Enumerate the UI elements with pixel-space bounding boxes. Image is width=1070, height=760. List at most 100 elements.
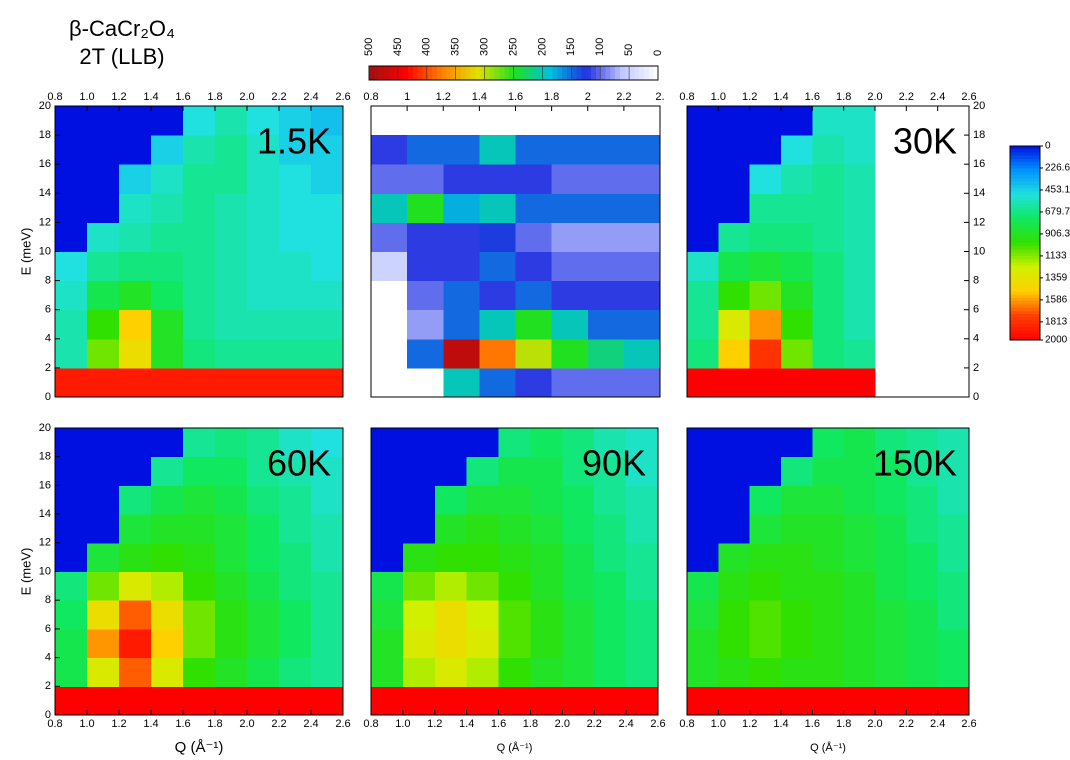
heatmap-cell	[87, 514, 120, 544]
heatmap-cell	[687, 106, 719, 136]
heatmap-cell	[515, 280, 553, 311]
heatmap-cell	[843, 164, 876, 194]
y-tick-label: 0	[45, 709, 51, 721]
colorbar-swatch	[1010, 152, 1040, 157]
heatmap-cell	[119, 600, 152, 630]
heatmap-cell	[906, 600, 939, 630]
colorbar-swatch	[1010, 239, 1040, 244]
y-tick-label: 8	[973, 275, 979, 287]
heatmap-cell	[247, 222, 280, 252]
heatmap-cell	[718, 193, 751, 223]
colorbar-swatch	[1010, 323, 1040, 328]
heatmap-cell	[718, 251, 751, 282]
heatmap-cell	[718, 106, 751, 136]
colorbar-tick-label: 906.3	[1045, 229, 1070, 240]
heatmap-cell	[279, 164, 312, 194]
heatmap-cell	[151, 106, 184, 136]
heatmap-cell	[119, 428, 152, 458]
heatmap-cell	[183, 135, 216, 165]
heatmap-cell	[443, 222, 480, 252]
heatmap-cell	[87, 657, 120, 687]
heatmap-cell	[812, 485, 845, 515]
heatmap-cell	[718, 514, 751, 544]
heatmap-cell	[551, 193, 589, 223]
heatmap-cell	[875, 571, 907, 601]
heatmap-cell	[687, 628, 719, 659]
heatmap-cell	[247, 106, 280, 136]
heatmap-cell	[55, 135, 88, 165]
colorbar-swatch	[580, 66, 587, 80]
heatmap-cell	[812, 280, 845, 311]
heatmap-cell	[87, 571, 120, 601]
heatmap-cell	[279, 456, 312, 486]
colorbar-swatch	[1010, 320, 1040, 325]
heatmap-cell	[55, 222, 88, 252]
heatmap-cell	[626, 485, 659, 515]
panel-label: 60K	[267, 443, 331, 484]
heatmap-cell	[479, 135, 516, 165]
heatmap-cell	[812, 571, 845, 601]
heatmap-cell	[407, 338, 444, 369]
x-tick-label: 2.2	[587, 718, 602, 730]
x-tick-label: 2.6	[335, 718, 350, 730]
colorbar-swatch	[1010, 223, 1040, 228]
x-tick-label: 2.2	[271, 91, 286, 103]
colorbar-swatch	[383, 66, 389, 80]
colorbar-swatch	[1010, 310, 1040, 315]
colorbar-swatch	[1010, 259, 1040, 263]
heatmap-cell	[311, 628, 344, 659]
colorbar-swatch	[614, 66, 620, 80]
heatmap-cell	[687, 193, 719, 223]
colorbar-tick-label: 350	[450, 38, 462, 56]
plot-frame	[370, 427, 659, 716]
heatmap-cell	[311, 686, 344, 716]
x-tick-label: 1.0	[395, 718, 410, 730]
colorbar-swatch	[1010, 207, 1040, 212]
heatmap-cell	[279, 571, 312, 601]
heatmap-cell	[311, 456, 344, 486]
heatmap-cell	[466, 485, 500, 515]
colorbar-tick-label: 1813	[1045, 317, 1068, 328]
heatmap-cell	[749, 251, 782, 282]
x-tick-label: 2.4	[618, 718, 633, 730]
heatmap-cell	[687, 485, 719, 515]
heatmap-cell	[87, 600, 120, 630]
heatmap-cell	[247, 309, 280, 340]
x-tick-label: 2.2	[271, 718, 286, 730]
heatmap-cell	[781, 657, 813, 687]
heatmap-cell	[530, 542, 563, 572]
colorbar-swatch	[619, 66, 625, 80]
heatmap-cell	[402, 600, 436, 630]
x-tick-label: 2.0	[239, 718, 254, 730]
heatmap-cell	[623, 135, 661, 165]
heatmap-cell	[215, 193, 248, 223]
colorbar-swatch	[1010, 265, 1040, 270]
y-tick-label: 6	[973, 304, 979, 316]
colorbar-swatch	[576, 66, 582, 80]
heatmap-cell	[183, 338, 216, 369]
x-tick-label: 1.4	[773, 91, 788, 103]
heatmap-cell	[183, 164, 216, 194]
y-tick-label: 4	[973, 333, 979, 345]
colorbar-tick-label: 100	[594, 38, 606, 56]
heatmap-cell	[55, 600, 88, 630]
y-tick-label: 4	[45, 333, 51, 345]
heatmap-cell	[247, 628, 280, 659]
y-tick-label: 10	[39, 245, 51, 257]
y-tick-label: 12	[39, 216, 51, 228]
heatmap-cell	[718, 164, 751, 194]
heatmap-cell	[812, 309, 845, 340]
heatmap-cell	[843, 251, 876, 282]
heatmap-cell	[371, 686, 404, 716]
heatmap-cell	[687, 571, 719, 601]
x-axis-label: Q (Å⁻¹)	[810, 741, 846, 754]
colorbar-tick-label: 1133	[1045, 251, 1067, 262]
heatmap-cell	[247, 428, 280, 458]
heatmap-cell	[875, 456, 907, 486]
y-tick-label: 18	[973, 129, 985, 141]
colorbar-swatch	[648, 66, 654, 80]
heatmap-cell	[594, 456, 627, 486]
heatmap-cell	[279, 367, 312, 398]
heatmap-cell	[515, 338, 553, 369]
heatmap-cell	[594, 686, 627, 716]
